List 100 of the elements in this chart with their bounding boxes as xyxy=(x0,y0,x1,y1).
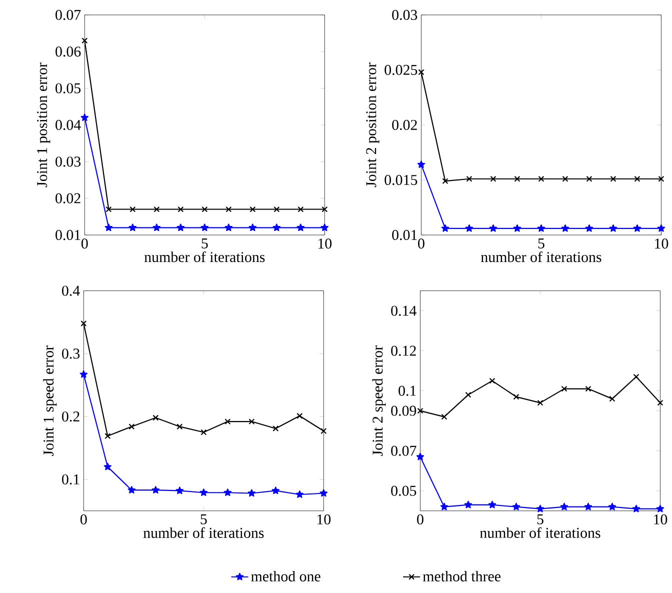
y-tick-label: 0.05 xyxy=(391,486,416,496)
point xyxy=(657,224,666,232)
point xyxy=(657,400,664,406)
point xyxy=(418,69,424,76)
y-tick-label: 0.06 xyxy=(56,46,81,57)
legend-label: method three xyxy=(422,571,500,582)
y-tick-label: 0.02 xyxy=(392,120,417,130)
point xyxy=(130,206,136,213)
point xyxy=(490,176,496,182)
point xyxy=(274,206,280,213)
y-tick-label: 0.04 xyxy=(56,120,81,130)
x-tick-label: 5 xyxy=(202,238,208,249)
point xyxy=(104,433,111,440)
point xyxy=(200,429,207,436)
point xyxy=(272,486,280,494)
y-tick-label: 0.02 xyxy=(56,194,80,204)
point xyxy=(513,224,522,232)
point xyxy=(272,426,279,432)
point xyxy=(586,176,592,182)
y-tick-label: 0.05 xyxy=(56,83,81,94)
x-tick-label: 10 xyxy=(317,514,331,525)
point xyxy=(202,206,208,213)
point xyxy=(248,489,256,497)
point xyxy=(152,415,159,422)
x-tick-label: 10 xyxy=(318,238,332,249)
point xyxy=(465,392,472,398)
y-axis-title: Joint 1 speed error xyxy=(43,346,57,456)
legend-label: method one xyxy=(251,571,320,582)
y-tick-label: 0.2 xyxy=(62,412,80,422)
x-axis-title: number of iterations xyxy=(143,528,264,538)
point xyxy=(585,386,592,392)
point xyxy=(562,176,568,182)
point xyxy=(465,224,474,232)
x-axis-title: number of iterations xyxy=(480,528,600,538)
y-tick-label: 0.1 xyxy=(398,386,416,396)
point xyxy=(128,224,137,232)
point xyxy=(417,160,426,168)
point xyxy=(536,505,544,512)
point xyxy=(442,178,448,184)
x-tick-label: 5 xyxy=(200,514,207,525)
point xyxy=(416,453,424,460)
point xyxy=(224,418,231,425)
y-tick-label: 0.015 xyxy=(384,175,418,186)
point xyxy=(537,224,546,232)
point xyxy=(200,488,208,496)
point xyxy=(296,490,304,498)
y-tick-label: 0.14 xyxy=(391,306,416,316)
y-axis-title: Joint 2 position error xyxy=(366,62,380,188)
point xyxy=(154,206,160,213)
x-tick-label: 0 xyxy=(418,238,424,249)
point xyxy=(609,396,616,402)
point xyxy=(296,413,303,420)
point xyxy=(585,224,594,232)
point xyxy=(82,38,88,44)
y-tick-label: 0.07 xyxy=(56,10,81,20)
point xyxy=(128,486,136,494)
point xyxy=(322,206,328,213)
y-tick-label: 0.4 xyxy=(62,286,80,296)
point xyxy=(440,503,448,510)
x-tick-label: 0 xyxy=(417,514,424,525)
point xyxy=(609,224,618,232)
point xyxy=(178,206,184,213)
point xyxy=(489,378,496,384)
point xyxy=(320,224,328,232)
point xyxy=(441,224,450,232)
y-axis-title: Joint 1 position error xyxy=(37,62,50,188)
point xyxy=(250,206,256,213)
y-tick-label: 0.03 xyxy=(392,10,418,20)
point xyxy=(224,488,232,496)
point xyxy=(656,505,664,512)
y-tick-label: 0.12 xyxy=(391,346,416,356)
point xyxy=(128,424,135,430)
point xyxy=(513,394,520,400)
point xyxy=(560,503,568,510)
point xyxy=(537,400,544,406)
point xyxy=(417,408,424,414)
y-tick-label: 0.3 xyxy=(62,348,80,359)
point xyxy=(632,505,640,512)
point xyxy=(514,176,520,182)
x-tick-label: 0 xyxy=(80,514,87,525)
point xyxy=(320,428,327,434)
point xyxy=(561,386,568,392)
x-tick-label: 10 xyxy=(654,514,668,525)
point xyxy=(248,224,257,232)
x-tick-label: 10 xyxy=(655,238,668,249)
point xyxy=(608,503,616,510)
y-tick-label: 0.07 xyxy=(391,446,416,456)
y-tick-label: 0.1 xyxy=(62,474,80,485)
point xyxy=(80,370,88,378)
point xyxy=(634,176,640,182)
point xyxy=(176,486,184,494)
point xyxy=(561,224,570,232)
point xyxy=(200,224,209,232)
point xyxy=(441,414,448,420)
point xyxy=(152,224,161,232)
point xyxy=(224,224,233,232)
y-tick-label: 0.09 xyxy=(391,406,416,416)
point xyxy=(610,176,616,182)
point xyxy=(658,176,664,182)
point xyxy=(466,176,472,182)
